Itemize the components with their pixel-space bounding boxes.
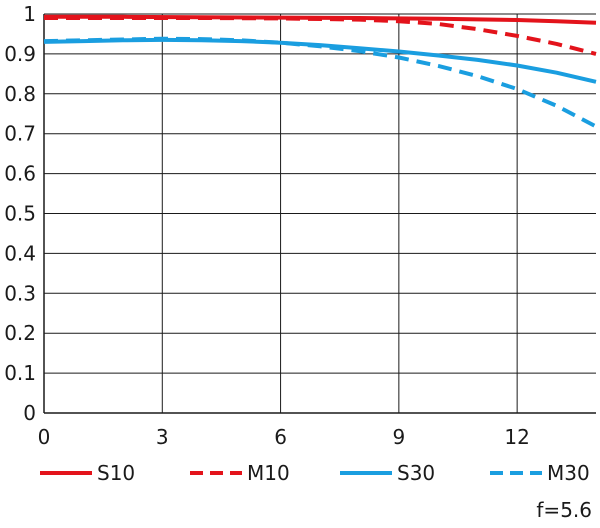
x-tick-label: 3: [156, 425, 169, 449]
x-tick-label: 12: [504, 425, 529, 449]
legend: S10 M10 S30 M30: [40, 461, 590, 485]
series-lines: [43, 14, 597, 129]
aperture-footnote: f=5.6: [536, 498, 592, 522]
y-tick-label: 0.6: [4, 162, 36, 186]
legend-label-s30: S30: [397, 461, 435, 485]
y-tick-labels: 0 0.1 0.2 0.3 0.4 0.5 0.6 0.7 0.8 0.9 1: [4, 2, 36, 425]
y-tick-label: 0.8: [4, 82, 36, 106]
series-line-m30: [43, 36, 597, 129]
legend-label-m30: M30: [547, 461, 590, 485]
x-tick-labels: 0 3 6 9 12: [38, 425, 530, 449]
y-tick-label: 0.1: [4, 361, 36, 385]
grid: [44, 13, 596, 413]
series-line-m10: [44, 16, 597, 56]
y-tick-label: 0.7: [4, 122, 36, 146]
y-tick-label: 0.9: [4, 42, 36, 66]
y-tick-label: 0.2: [4, 321, 36, 345]
y-tick-label: 0.3: [4, 281, 36, 305]
x-tick-label: 6: [274, 425, 287, 449]
legend-label-s10: S10: [97, 461, 135, 485]
x-tick-label: 9: [392, 425, 405, 449]
y-tick-label: 0: [23, 401, 36, 425]
y-tick-label: 1: [23, 2, 36, 26]
x-tick-label: 0: [38, 425, 51, 449]
y-tick-label: 0.5: [4, 202, 36, 226]
y-tick-label: 0.4: [4, 241, 36, 265]
legend-label-m10: M10: [247, 461, 290, 485]
axes: [43, 14, 596, 414]
